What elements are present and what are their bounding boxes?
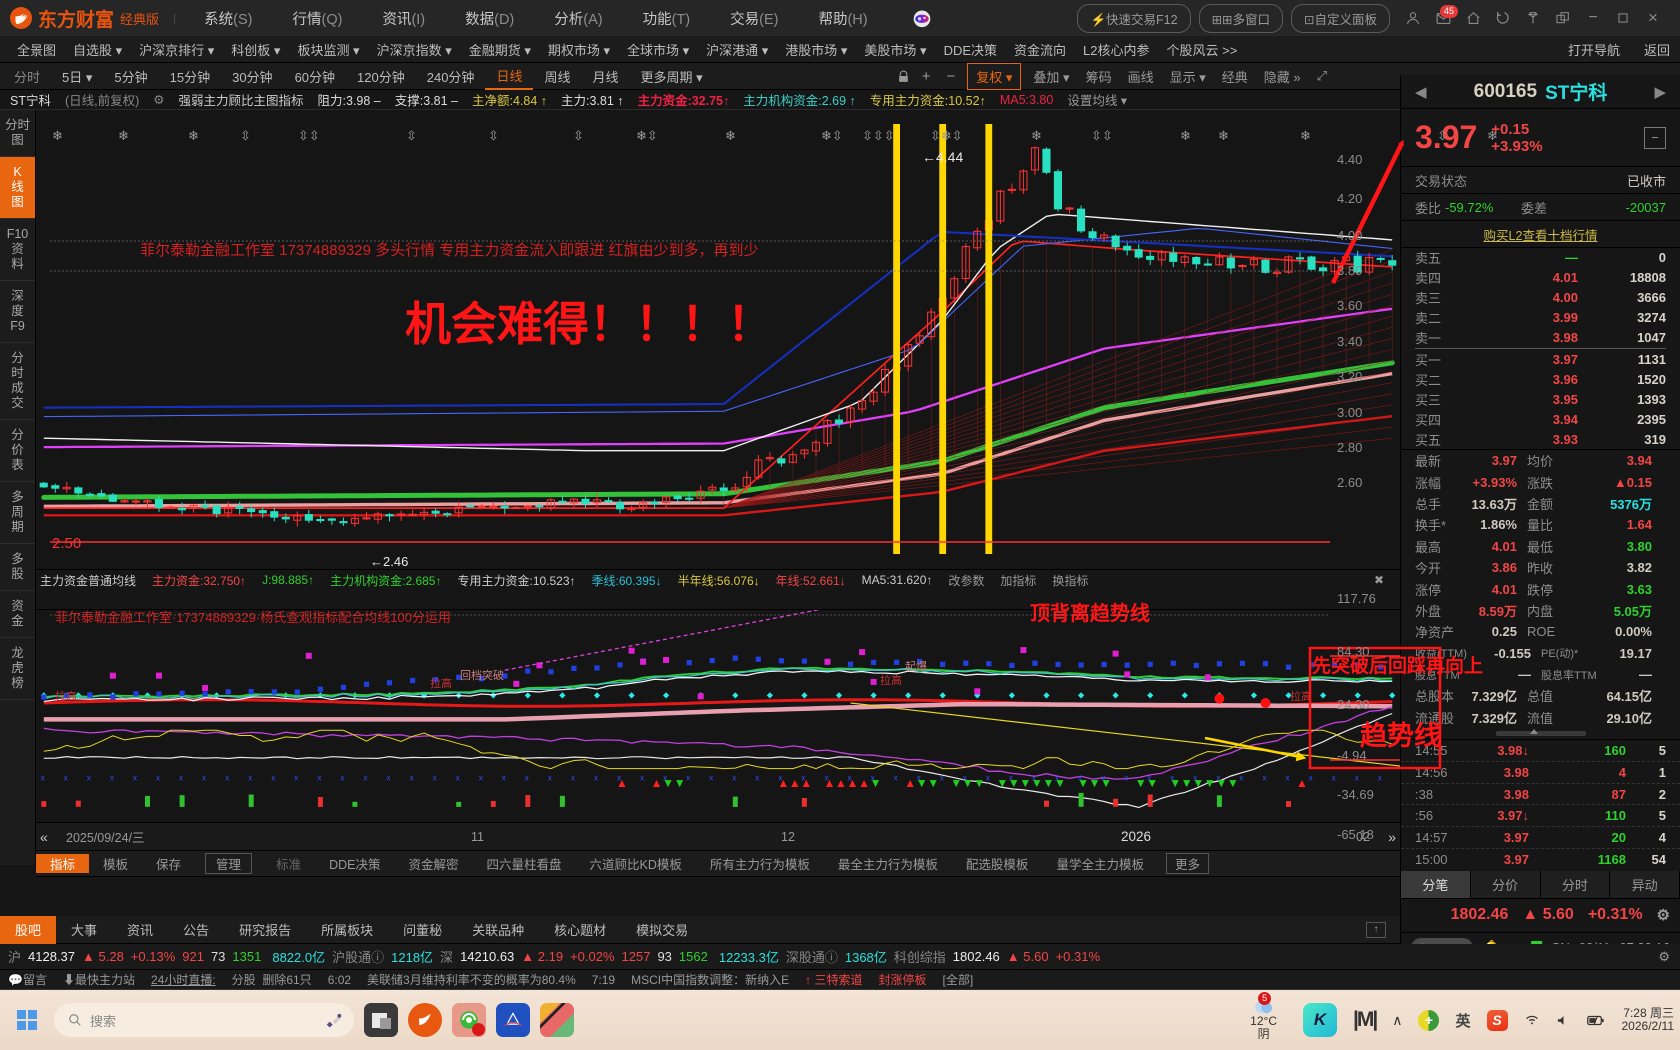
svg-text:▼: ▼ (962, 776, 974, 790)
svg-text:▼: ▼ (1031, 776, 1043, 790)
svg-text:x: x (479, 773, 483, 782)
svg-text:x: x (294, 773, 298, 782)
svg-text:x: x (1355, 773, 1359, 782)
svg-text:▼: ▼ (1181, 776, 1193, 790)
svg-text:x: x (502, 773, 506, 782)
svg-text:▼: ▼ (996, 776, 1008, 790)
svg-text:▲: ▲ (904, 776, 916, 790)
svg-text:x: x (894, 773, 898, 782)
svg-text:x: x (1309, 773, 1313, 782)
svg-text:▼: ▼ (1169, 776, 1181, 790)
svg-text:▼: ▼ (1089, 776, 1101, 790)
svg-text:x: x (1263, 773, 1267, 782)
svg-text:▼: ▼ (870, 776, 882, 790)
svg-text:x: x (87, 773, 91, 782)
svg-text:▲: ▲ (847, 776, 859, 790)
svg-text:x: x (64, 773, 68, 782)
svg-text:x: x (133, 773, 137, 782)
svg-text:x: x (364, 773, 368, 782)
svg-text:x: x (1332, 773, 1336, 782)
svg-text:x: x (755, 773, 759, 782)
svg-text:x: x (41, 773, 45, 782)
svg-text:▲: ▲ (1296, 776, 1308, 790)
svg-text:▲: ▲ (651, 776, 663, 790)
svg-text:x: x (1378, 773, 1382, 782)
svg-text:▼: ▼ (916, 776, 928, 790)
svg-text:▲: ▲ (800, 776, 812, 790)
svg-text:▲: ▲ (858, 776, 870, 790)
svg-text:▼: ▼ (1008, 776, 1020, 790)
svg-text:x: x (571, 773, 575, 782)
svg-text:x: x (387, 773, 391, 782)
svg-text:x: x (548, 773, 552, 782)
svg-text:x: x (986, 773, 990, 782)
svg-text:x: x (271, 773, 275, 782)
svg-text:x: x (317, 773, 321, 782)
svg-text:▲: ▲ (789, 776, 801, 790)
svg-text:▲: ▲ (777, 776, 789, 790)
svg-text:▼: ▼ (662, 776, 674, 790)
svg-text:▼: ▼ (1054, 776, 1066, 790)
svg-text:▼: ▼ (1077, 776, 1089, 790)
svg-text:x: x (1239, 773, 1243, 782)
svg-text:x: x (594, 773, 598, 782)
svg-text:x: x (525, 773, 529, 782)
svg-text:x: x (640, 773, 644, 782)
svg-text:▼: ▼ (973, 776, 985, 790)
svg-text:x: x (686, 773, 690, 782)
svg-text:x: x (1124, 773, 1128, 782)
svg-text:▼: ▼ (1135, 776, 1147, 790)
svg-text:▼: ▼ (674, 776, 686, 790)
svg-text:x: x (732, 773, 736, 782)
svg-text:▼: ▼ (1146, 776, 1158, 790)
svg-text:▲: ▲ (824, 776, 836, 790)
svg-text:x: x (248, 773, 252, 782)
svg-text:▼: ▼ (1192, 776, 1204, 790)
svg-text:x: x (709, 773, 713, 782)
svg-text:▲: ▲ (616, 776, 628, 790)
svg-text:x: x (456, 773, 460, 782)
svg-text:x: x (225, 773, 229, 782)
svg-text:x: x (110, 773, 114, 782)
svg-text:x: x (179, 773, 183, 782)
svg-text:▼: ▼ (1019, 776, 1031, 790)
svg-text:▼: ▼ (1227, 776, 1239, 790)
svg-text:▼: ▼ (950, 776, 962, 790)
svg-text:▼: ▼ (1215, 776, 1227, 790)
svg-text:x: x (1286, 773, 1290, 782)
svg-text:x: x (940, 773, 944, 782)
svg-text:▲: ▲ (835, 776, 847, 790)
svg-text:▼: ▼ (927, 776, 939, 790)
svg-text:x: x (340, 773, 344, 782)
svg-text:▼: ▼ (1100, 776, 1112, 790)
svg-text:▼: ▼ (1043, 776, 1055, 790)
svg-text:x: x (433, 773, 437, 782)
svg-text:x: x (202, 773, 206, 782)
svg-text:▼: ▼ (1204, 776, 1216, 790)
svg-text:x: x (156, 773, 160, 782)
svg-text:x: x (410, 773, 414, 782)
